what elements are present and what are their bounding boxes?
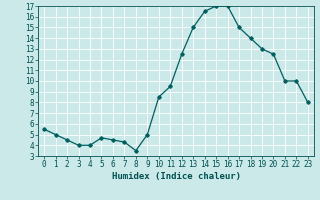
- X-axis label: Humidex (Indice chaleur): Humidex (Indice chaleur): [111, 172, 241, 181]
